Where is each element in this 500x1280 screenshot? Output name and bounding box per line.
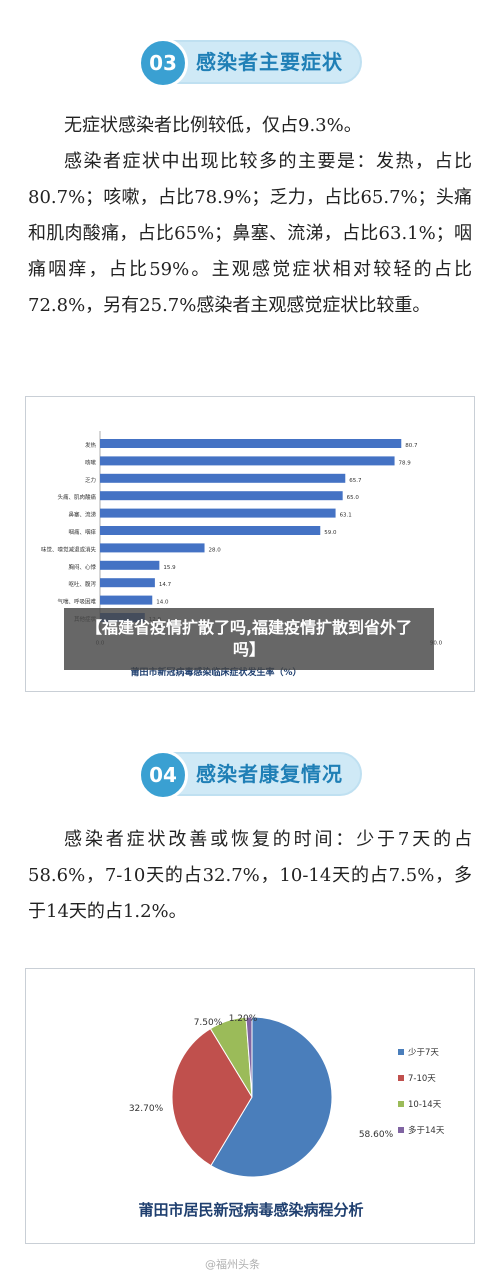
category-label: 发热 xyxy=(85,441,97,449)
legend-swatch xyxy=(398,1101,404,1107)
data-label: 28.0 xyxy=(209,547,222,553)
bar xyxy=(100,508,336,518)
category-label: 胸闷、心悸 xyxy=(68,563,96,571)
bar xyxy=(100,456,395,466)
section-number: 03 xyxy=(138,38,188,88)
slice-label: 32.70% xyxy=(129,1104,164,1114)
data-label: 63.1 xyxy=(340,513,352,519)
paragraph: 感染者症状中出现比较多的主要是：发热，占比80.7%；咳嗽，占比78.9%；乏力… xyxy=(28,151,472,316)
legend-swatch xyxy=(398,1127,404,1133)
section-03-header: 03 感染者主要症状 xyxy=(138,38,362,88)
slice-label: 7.50% xyxy=(194,1018,223,1028)
recovery-pie-chart-card: 58.60% 32.70% 7.50% 1.20% 少于7天 7-10天 10-14天 多于1… xyxy=(25,968,475,1244)
category-label: 咽痛、咽痒 xyxy=(68,528,96,536)
data-label: 78.9 xyxy=(399,460,412,466)
bar xyxy=(100,543,205,553)
data-label: 14.7 xyxy=(159,582,172,588)
data-label: 80.7 xyxy=(405,443,418,449)
bar xyxy=(100,491,343,501)
legend-swatch xyxy=(398,1049,404,1055)
bar xyxy=(100,595,153,605)
data-label: 15.9 xyxy=(163,565,176,571)
data-label: 65.7 xyxy=(349,478,362,484)
recovery-pie-chart: 58.60% 32.70% 7.50% 1.20% 少于7天 7-10天 10-14天多于1… xyxy=(129,1014,445,1219)
legend-label: 10-14天 xyxy=(408,1100,442,1110)
bar xyxy=(100,473,346,483)
category-label: 鼻塞、流涕 xyxy=(68,511,96,519)
section-title: 感染者康复情况 xyxy=(196,762,343,786)
section-04-header: 04 感染者康复情况 xyxy=(138,750,362,800)
slice-label: 1.20% xyxy=(229,1014,258,1024)
legend-swatch xyxy=(398,1075,404,1081)
bar xyxy=(100,560,160,570)
bar xyxy=(100,526,321,535)
category-label: 味觉、嗅觉减退或消失 xyxy=(41,545,97,553)
watermark: @福州头条 xyxy=(205,1258,260,1271)
legend-label: 7-10天 xyxy=(408,1074,436,1084)
data-label: 59.0 xyxy=(324,530,337,536)
bar xyxy=(100,439,402,448)
section-title: 感染者主要症状 xyxy=(196,50,343,74)
x-tick-label: 90.0 xyxy=(430,640,443,646)
legend-label: 多于14天 xyxy=(408,1125,445,1136)
data-label: 14.0 xyxy=(156,600,169,606)
section-number: 04 xyxy=(138,750,188,800)
paragraph: 无症状感染者比例较低，仅占9.3%。 xyxy=(64,115,362,136)
pie-slice xyxy=(171,1027,253,1167)
category-label: 气喘、呼吸困难 xyxy=(57,598,96,606)
pie-slice xyxy=(245,1016,253,1098)
overlay-caption: 【福建省疫情扩散了吗,福建疫情扩散到省外了吗】 xyxy=(64,608,434,670)
category-label: 呕吐、腹泻 xyxy=(68,580,96,588)
bar xyxy=(100,578,155,588)
category-label: 咳嗽 xyxy=(85,458,97,466)
chart-title: 莆田市居民新冠病毒感染病程分析 xyxy=(138,1201,363,1219)
slice-label: 58.60% xyxy=(359,1130,394,1140)
category-label: 乏力 xyxy=(85,476,96,484)
legend-label: 少于7天 xyxy=(408,1048,439,1058)
category-label: 头痛、肌肉酸痛 xyxy=(57,493,96,501)
data-label: 65.0 xyxy=(347,495,360,501)
pie-slice xyxy=(210,1016,333,1178)
paragraph: 感染者症状改善或恢复的时间：少于7天的占58.6%，7-10天的占32.7%，1… xyxy=(28,829,472,922)
symptoms-text: 无症状感染者比例较低，仅占9.3%。 感染者症状中出现比较多的主要是：发热，占比… xyxy=(28,108,472,324)
recovery-text: 感染者症状改善或恢复的时间：少于7天的占58.6%，7-10天的占32.7%，1… xyxy=(28,822,472,930)
